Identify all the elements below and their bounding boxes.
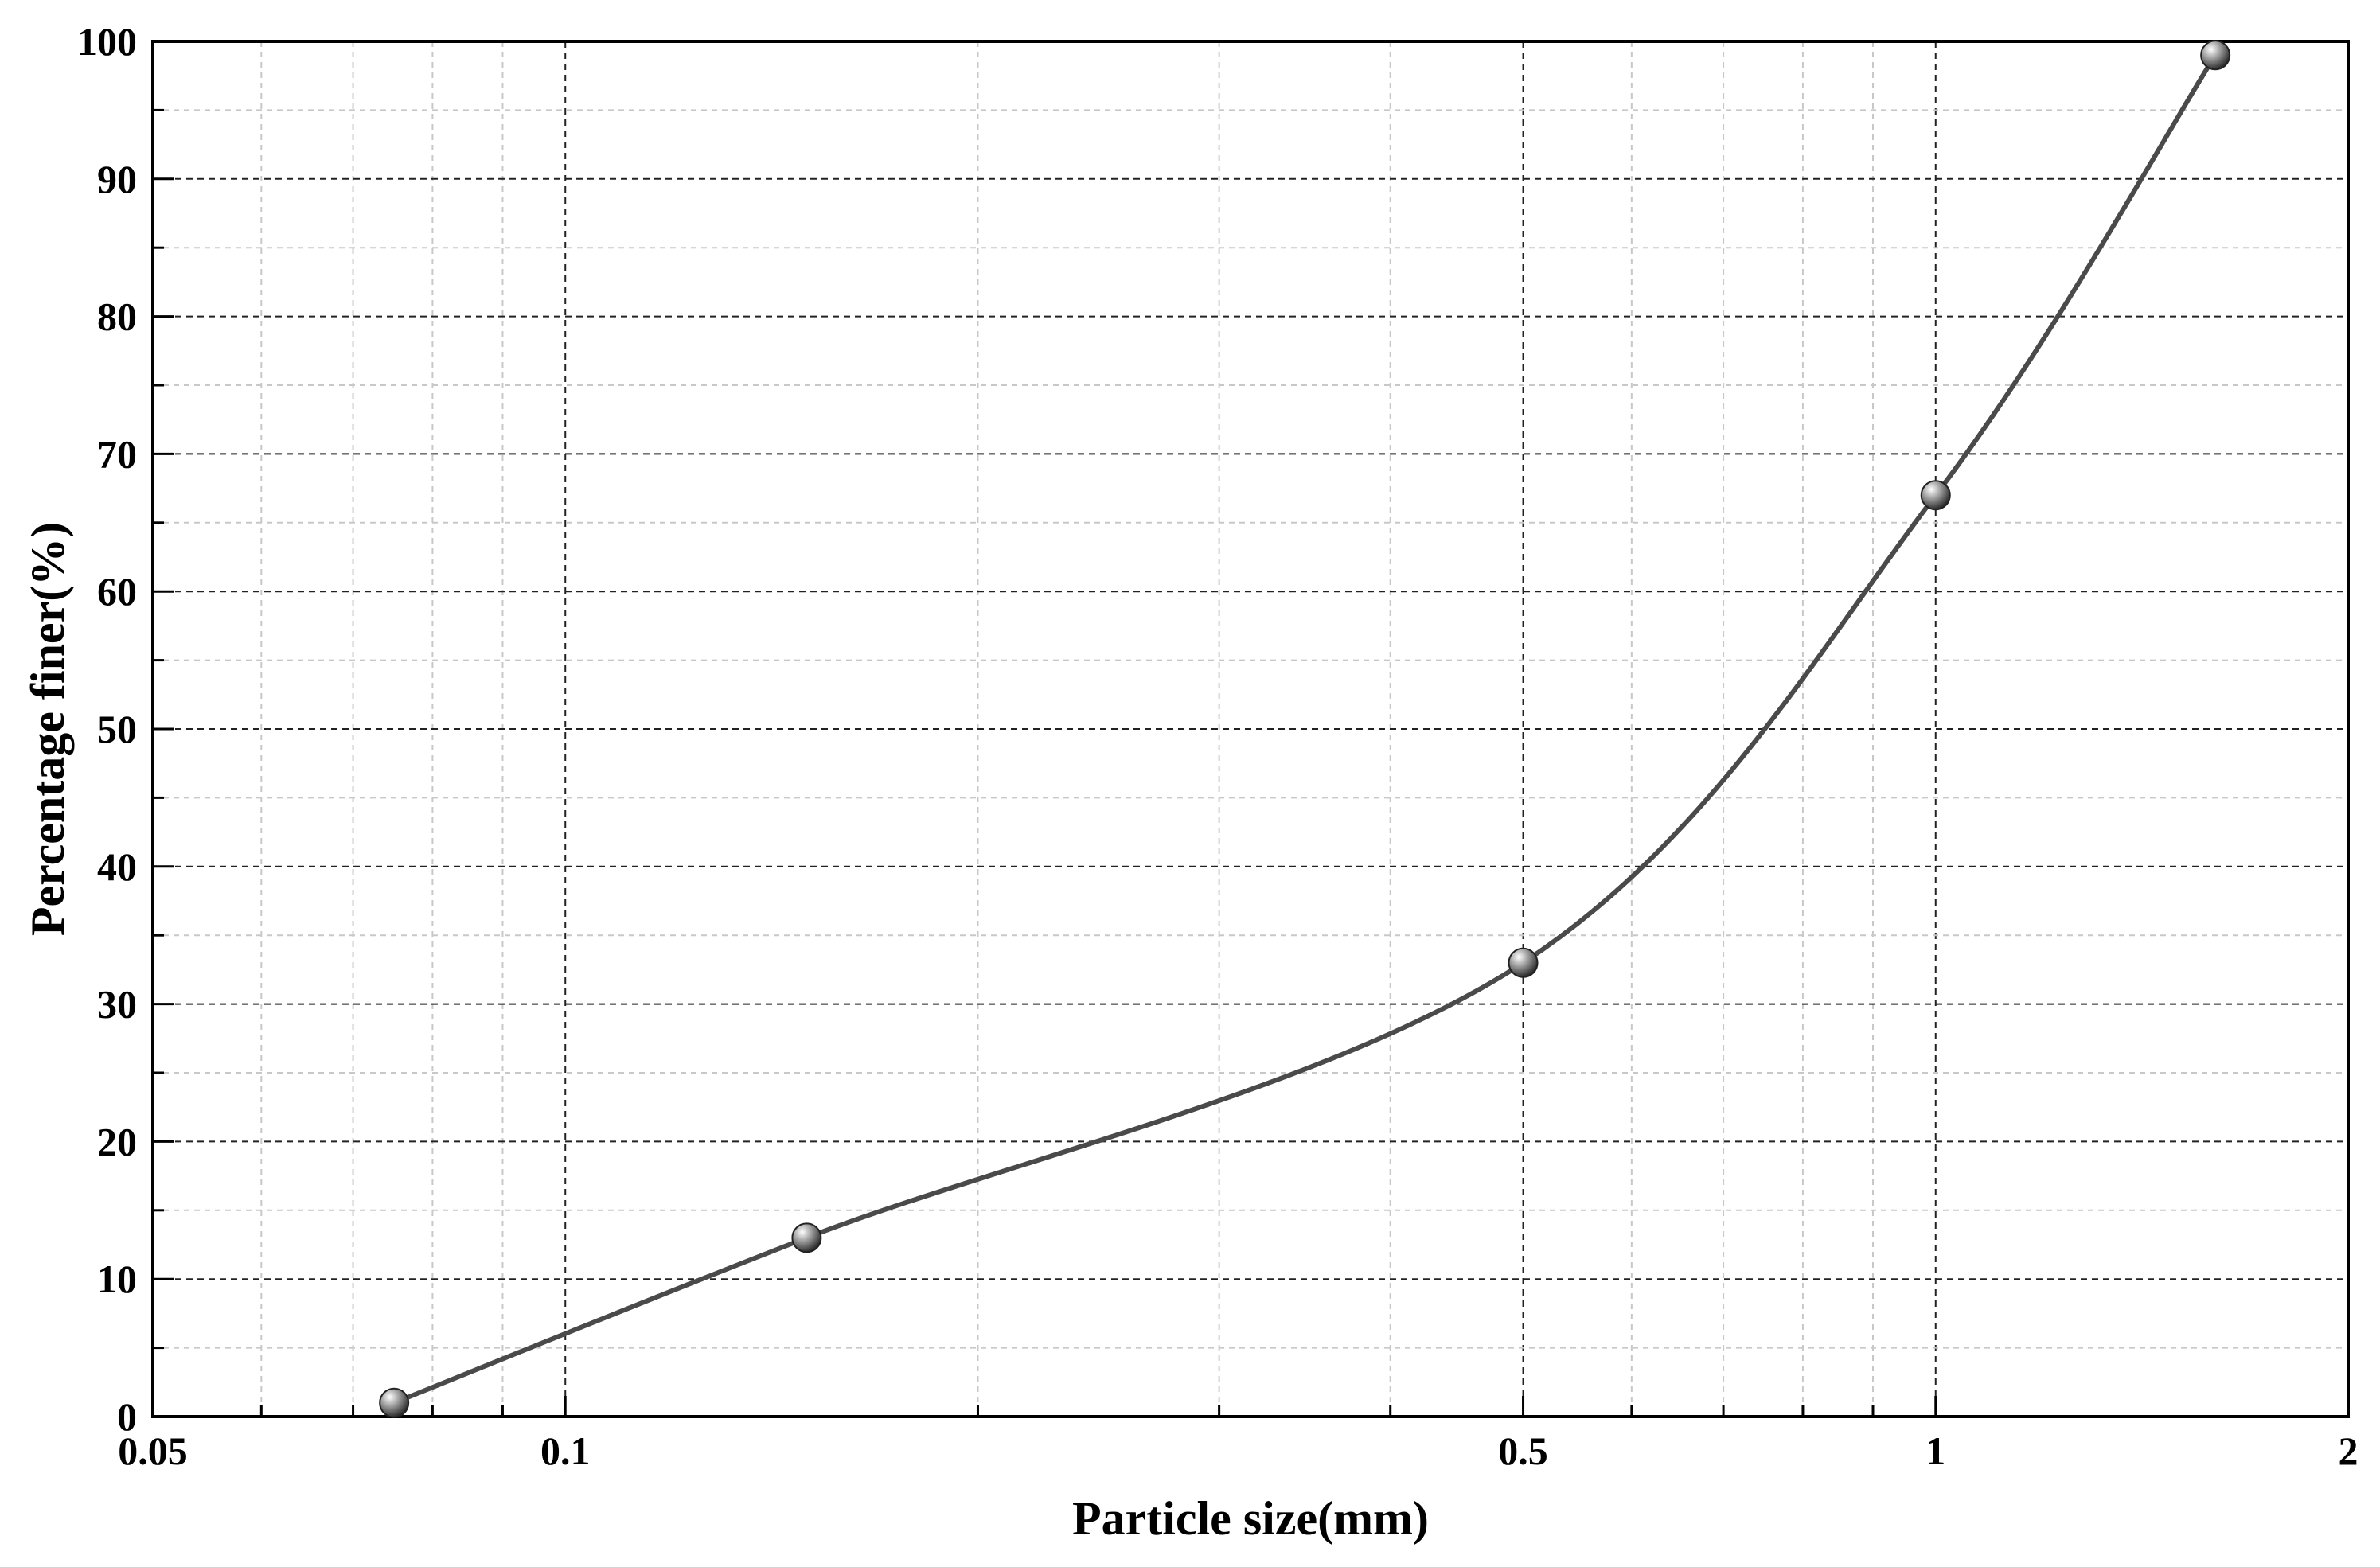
y-tick-label: 20	[97, 1119, 137, 1164]
y-tick-label: 80	[97, 294, 137, 339]
grid-lines	[153, 41, 2348, 1417]
y-tick-label: 60	[97, 569, 137, 614]
series-layer	[379, 40, 2231, 1418]
x-tick-label: 2	[2339, 1429, 2359, 1473]
data-point	[379, 1387, 410, 1418]
x-tick-label: 0.1	[540, 1429, 591, 1473]
x-tick-label: 1	[1925, 1429, 1945, 1473]
plot-frame	[151, 40, 2350, 1418]
data-point	[1920, 480, 1951, 511]
y-tick-label: 100	[77, 19, 137, 64]
x-axis-title: Particle size(mm)	[1072, 1492, 1429, 1545]
data-point	[1508, 947, 1539, 978]
axes	[151, 40, 2350, 1418]
y-axis-title: Percentage finer(%)	[21, 522, 74, 936]
x-tick-label: 0.5	[1498, 1429, 1548, 1473]
x-tick-label: 0.05	[118, 1429, 188, 1473]
y-tick-label: 0	[117, 1394, 137, 1439]
y-tick-label: 40	[97, 844, 137, 889]
y-tick-label: 30	[97, 982, 137, 1027]
data-point	[2200, 40, 2231, 71]
y-tick-label: 90	[97, 157, 137, 201]
y-tick-label: 50	[97, 707, 137, 751]
y-tick-label: 10	[97, 1257, 137, 1301]
y-tick-label: 70	[97, 431, 137, 476]
data-point	[791, 1222, 822, 1253]
